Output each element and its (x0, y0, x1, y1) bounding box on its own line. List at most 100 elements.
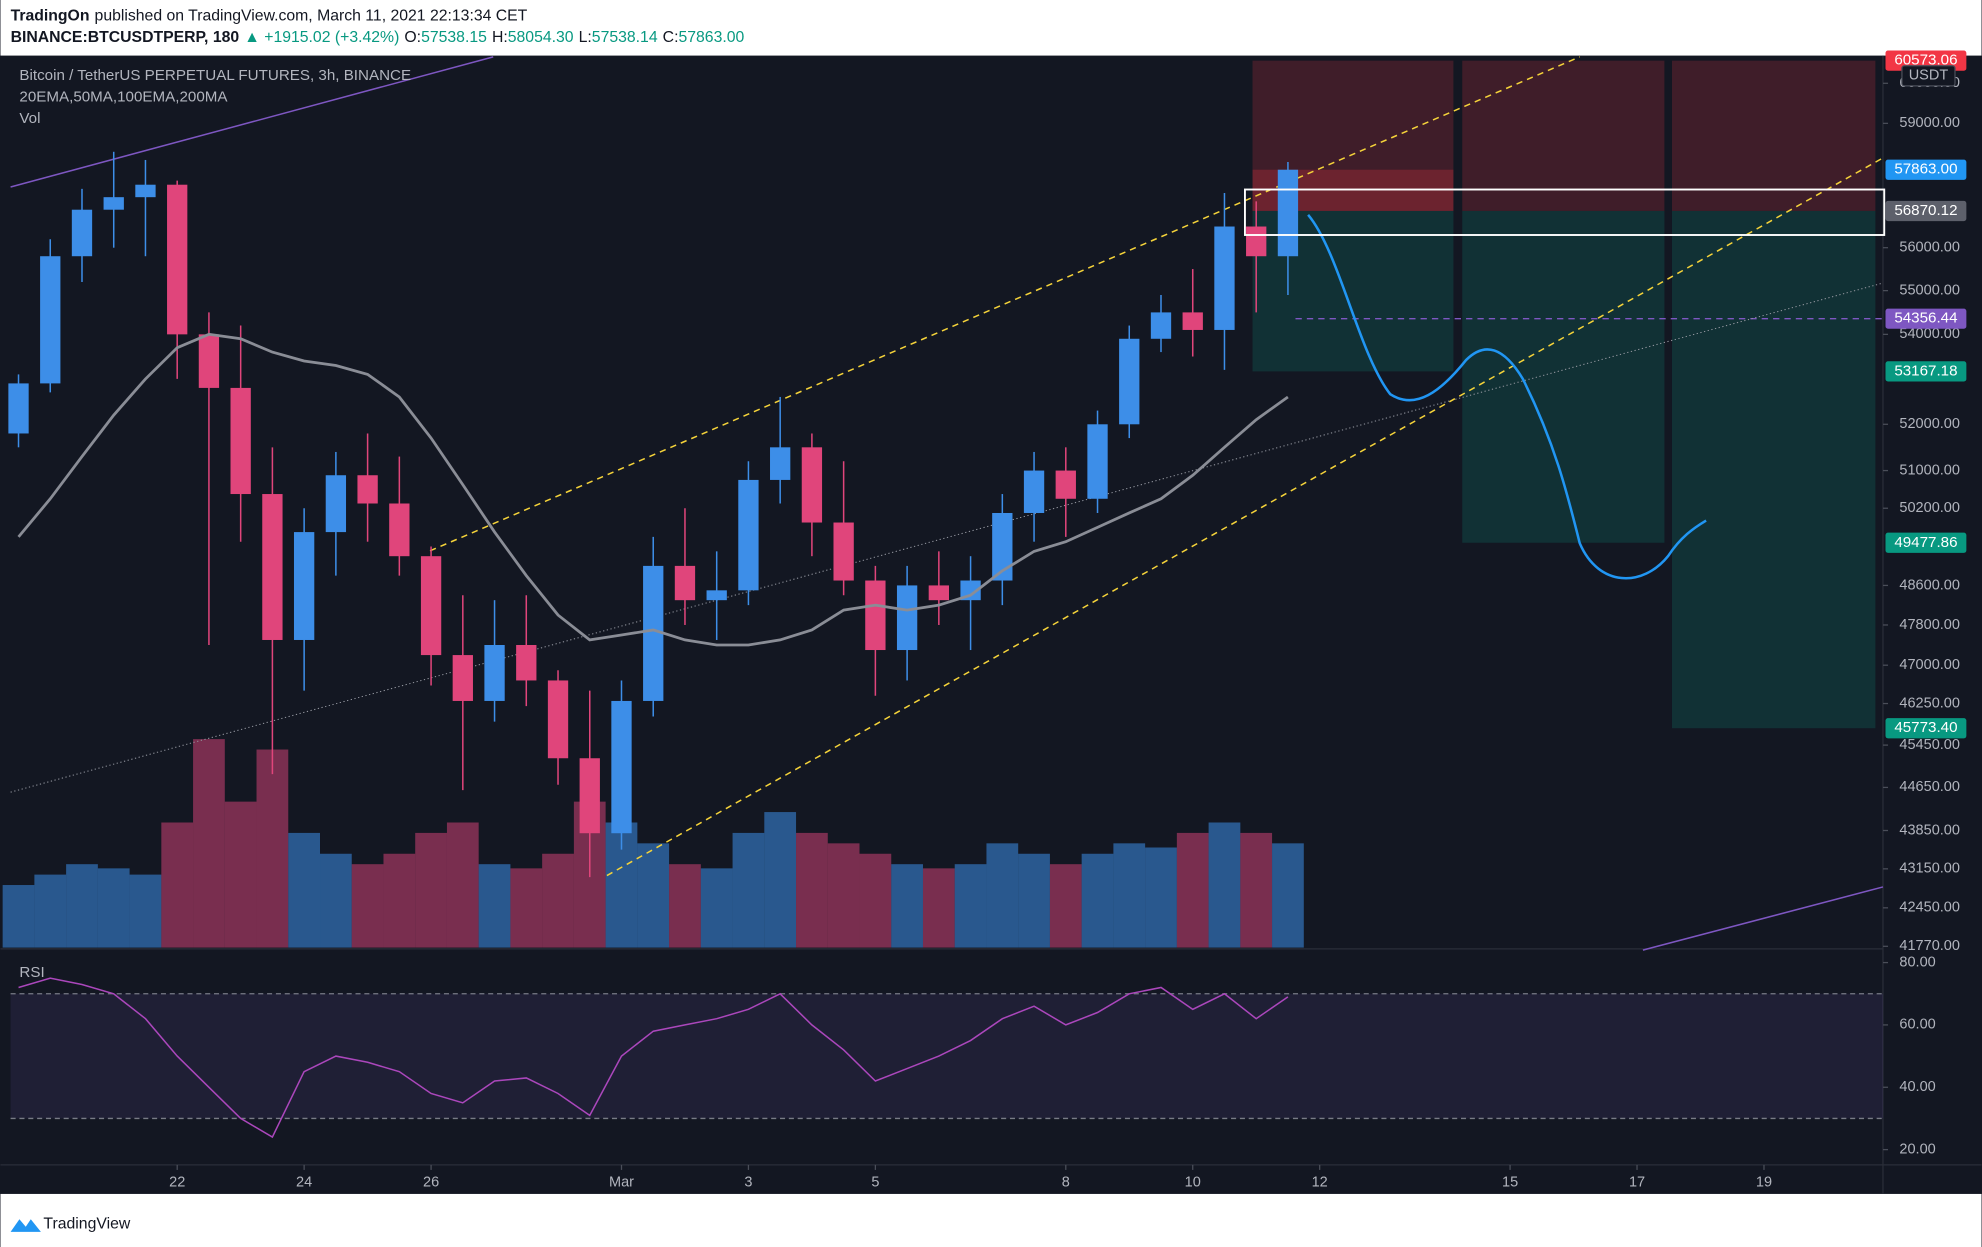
publisher-name: TradingOn (11, 8, 90, 25)
trend-line (10, 56, 494, 188)
candle-body (167, 184, 188, 335)
volume-bar (922, 868, 955, 948)
candle-body (643, 565, 664, 701)
rsi-tick-label: 80.00 (1899, 954, 1935, 970)
y-tick-label: 41770.00 (1899, 938, 1960, 954)
volume-bar (1176, 832, 1209, 948)
ohlc-value: 57538.15 (421, 29, 487, 46)
candle-body (40, 256, 61, 384)
volume-bar (288, 832, 321, 948)
y-tick-label: 47000.00 (1899, 657, 1960, 673)
range-box (1244, 188, 1886, 236)
rsi-label: RSI (19, 964, 44, 981)
candle-body (198, 334, 220, 388)
candle-body (738, 479, 759, 591)
price-label-bg (1885, 308, 1967, 329)
rsi-line (18, 977, 1289, 1139)
channel-upper (429, 56, 1581, 552)
target-zone (1671, 210, 1876, 729)
candles (8, 151, 1299, 878)
footer-bar (0, 1193, 1982, 1247)
volume-bar (1272, 843, 1304, 948)
volume-bar (224, 801, 257, 948)
ma-line (17, 332, 1289, 647)
rsi-tick-label: 60.00 (1899, 1017, 1935, 1033)
currency-bg (1901, 65, 1956, 87)
candle-body (103, 197, 124, 210)
symbol: BINANCE:BTCUSDTPERP, 180 (11, 29, 240, 46)
x-tick-label: 19 (1756, 1174, 1772, 1190)
candle-body (706, 590, 727, 601)
x-tick-label: 12 (1312, 1174, 1328, 1190)
candle-body (357, 475, 378, 504)
change: ▲ +1915.02 (+3.42%) (244, 29, 399, 46)
logo (10, 1219, 41, 1232)
y-tick-label: 47800.00 (1899, 617, 1960, 633)
candle-body (1246, 226, 1267, 257)
symbol-line: BINANCE:BTCUSDTPERP, 180 ▲ +1915.02 (+3.4… (11, 29, 745, 46)
x-tick-label: 10 (1185, 1174, 1201, 1190)
volume-label: Vol (19, 110, 40, 127)
trend-line (1642, 886, 1884, 951)
volume-bar (161, 822, 194, 948)
price-label: 60573.06 (1894, 52, 1957, 69)
candle-body (484, 644, 505, 701)
price-label: 57863.00 (1894, 161, 1957, 178)
price-label-bg (1885, 361, 1967, 382)
price-label-bg (1885, 532, 1967, 553)
candle-body (1055, 470, 1076, 499)
volume-bar (986, 843, 1019, 948)
ohlc-value: 57538.14 (592, 29, 658, 46)
rsi-tick-label: 40.00 (1899, 1079, 1935, 1095)
x-tick-label: 15 (1502, 1174, 1518, 1190)
volume-bar (129, 874, 162, 948)
published: published on TradingView.com, March 11, … (95, 8, 528, 25)
candle-body (230, 387, 251, 495)
y-tick-label: 54000.00 (1899, 326, 1960, 342)
volume-bar (351, 864, 384, 948)
candle-body (960, 580, 981, 601)
price-label: 56870.12 (1894, 202, 1957, 219)
candle-body (579, 758, 600, 834)
candle-body (865, 580, 886, 651)
volume-bar (1081, 853, 1114, 948)
volume-bar (732, 832, 765, 948)
y-tick-label: 51000.00 (1899, 462, 1960, 478)
volume-bar (891, 864, 923, 948)
candle-body (262, 494, 283, 640)
ohlc-key: C: (663, 29, 679, 46)
candle-body (1214, 226, 1235, 330)
header-bar (0, 0, 1982, 56)
candle-body (896, 585, 918, 651)
ohlc-key: L: (579, 29, 592, 46)
brand: TradingView (43, 1215, 130, 1232)
price-label-bg (1885, 718, 1967, 739)
target-zone (1462, 210, 1665, 543)
volume-bar (2, 885, 35, 948)
volume-bar (542, 853, 574, 948)
position-zones (1252, 60, 1883, 729)
candle-body (1023, 470, 1045, 513)
candle-body (801, 447, 823, 523)
chart-title: Bitcoin / TetherUS PERPETUAL FUTURES, 3h… (19, 67, 411, 84)
volume-bar (1208, 822, 1241, 948)
candle-body (1119, 338, 1140, 425)
candle-body (452, 655, 473, 701)
volume-bar (1145, 847, 1177, 948)
candle-body (770, 447, 791, 480)
mid-line (10, 282, 1884, 793)
volume-bar (1113, 843, 1146, 948)
ohlc-key: O: (404, 29, 421, 46)
volume-bar (764, 812, 797, 948)
y-tick-label: 43850.00 (1899, 822, 1960, 838)
candle-body (992, 512, 1013, 581)
volume-bar (510, 868, 543, 948)
volume-bar (1049, 864, 1082, 948)
volume-bar (97, 868, 130, 948)
rsi-band-fill (10, 993, 1883, 1119)
volume-bar (700, 868, 733, 948)
price-label-bg (1885, 200, 1967, 222)
x-tick-label: 24 (296, 1174, 312, 1190)
y-tick-label: 48600.00 (1899, 577, 1960, 593)
candle-body (928, 585, 950, 601)
